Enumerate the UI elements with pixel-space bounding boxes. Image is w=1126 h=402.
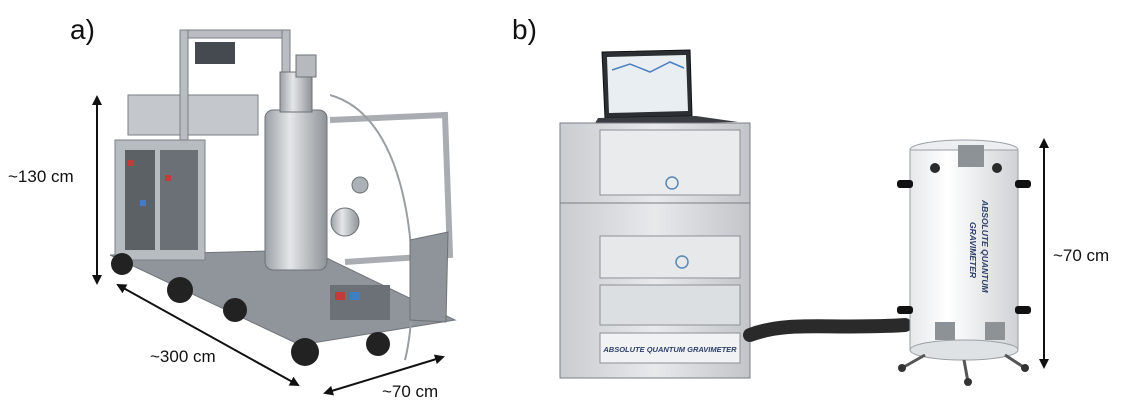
mast-frame [179, 29, 291, 39]
rack-label-text: ABSOLUTE QUANTUM GRAVIMETER [602, 345, 737, 354]
cage-frame [329, 111, 454, 265]
panel-b-label: b) [512, 14, 537, 45]
wheel [223, 298, 247, 322]
wheel [167, 277, 193, 303]
vacuum-chamber [264, 109, 328, 271]
commercial-gravimeter: ABSOLUTE QUANTUM GRAVIMETER ABSOLUTE QUA… [559, 49, 1031, 386]
connection-cable [743, 318, 912, 342]
width-arrow-a [323, 354, 445, 396]
sensor-label-line2: GRAVIMETER [968, 222, 978, 279]
wheel [366, 332, 390, 356]
top-optics-box [127, 94, 259, 136]
width-label-a: ~70 cm [382, 382, 439, 401]
sensor-label-line1: ABSOLUTE QUANTUM [980, 199, 990, 293]
wheel [291, 338, 319, 366]
height-label-a: ~130 cm [8, 167, 74, 186]
height-label-b: ~70 cm [1053, 246, 1110, 265]
rack-nameplate [599, 332, 741, 364]
length-label-a: ~300 cm [150, 347, 216, 366]
wheel [111, 253, 133, 275]
lab-gravimeter-apparatus [109, 29, 457, 366]
sensor-head [909, 149, 1019, 351]
panel-a-label: a) [70, 14, 95, 45]
length-arrow-a [116, 284, 300, 386]
